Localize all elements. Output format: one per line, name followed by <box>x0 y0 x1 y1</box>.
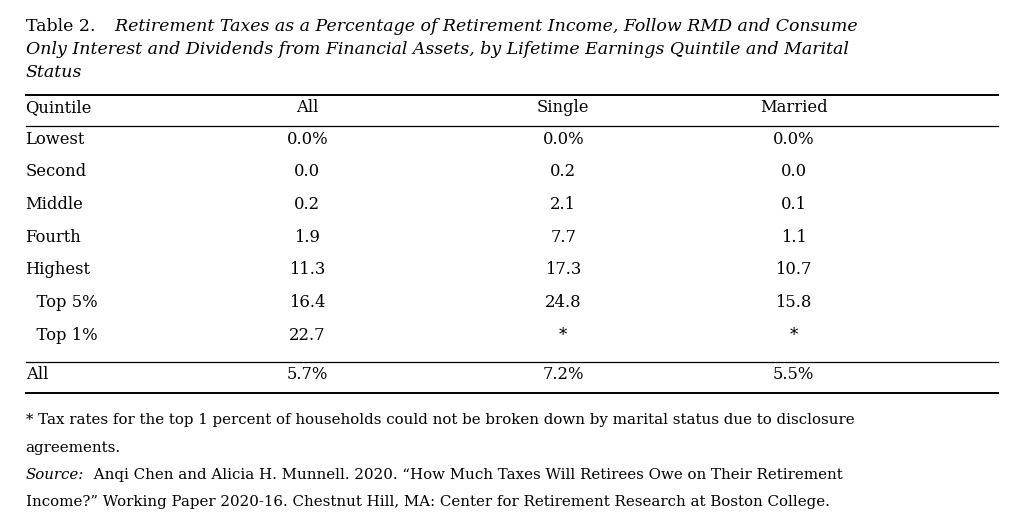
Text: 0.0: 0.0 <box>294 163 321 180</box>
Text: 0.0%: 0.0% <box>543 131 584 148</box>
Text: 7.7: 7.7 <box>550 229 577 246</box>
Text: *: * <box>559 327 567 344</box>
Text: Lowest: Lowest <box>26 131 85 148</box>
Text: Anqi Chen and Alicia H. Munnell. 2020. “How Much Taxes Will Retirees Owe on Thei: Anqi Chen and Alicia H. Munnell. 2020. “… <box>89 468 843 482</box>
Text: 0.0%: 0.0% <box>773 131 814 148</box>
Text: Table 2.: Table 2. <box>26 18 95 35</box>
Text: All: All <box>26 366 48 383</box>
Text: 7.2%: 7.2% <box>543 366 584 383</box>
Text: 0.2: 0.2 <box>550 163 577 180</box>
Text: 16.4: 16.4 <box>289 294 326 311</box>
Text: Retirement Taxes as a Percentage of Retirement Income, Follow RMD and Consume: Retirement Taxes as a Percentage of Reti… <box>104 18 858 35</box>
Text: 0.0%: 0.0% <box>287 131 328 148</box>
Text: 1.9: 1.9 <box>294 229 321 246</box>
Text: 0.2: 0.2 <box>294 196 321 213</box>
Text: Income?” Working Paper 2020-16. Chestnut Hill, MA: Center for Retirement Researc: Income?” Working Paper 2020-16. Chestnut… <box>26 495 829 510</box>
Text: Top 1%: Top 1% <box>26 327 97 344</box>
Text: Fourth: Fourth <box>26 229 81 246</box>
Text: 2.1: 2.1 <box>550 196 577 213</box>
Text: Source:: Source: <box>26 468 84 482</box>
Text: 11.3: 11.3 <box>289 261 326 278</box>
Text: Single: Single <box>537 99 590 116</box>
Text: Highest: Highest <box>26 261 90 278</box>
Text: 22.7: 22.7 <box>289 327 326 344</box>
Text: Only Interest and Dividends from Financial Assets, by Lifetime Earnings Quintile: Only Interest and Dividends from Financi… <box>26 41 849 58</box>
Text: 24.8: 24.8 <box>545 294 582 311</box>
Text: 17.3: 17.3 <box>545 261 582 278</box>
Text: *: * <box>790 327 798 344</box>
Text: 10.7: 10.7 <box>775 261 812 278</box>
Text: Top 5%: Top 5% <box>26 294 97 311</box>
Text: Second: Second <box>26 163 87 180</box>
Text: * Tax rates for the top 1 percent of households could not be broken down by mari: * Tax rates for the top 1 percent of hou… <box>26 413 854 427</box>
Text: agreements.: agreements. <box>26 441 121 455</box>
Text: 5.7%: 5.7% <box>287 366 328 383</box>
Text: Middle: Middle <box>26 196 84 213</box>
Text: Status: Status <box>26 64 82 81</box>
Text: 1.1: 1.1 <box>780 229 807 246</box>
Text: 0.1: 0.1 <box>780 196 807 213</box>
Text: Quintile: Quintile <box>26 99 92 116</box>
Text: 15.8: 15.8 <box>775 294 812 311</box>
Text: 5.5%: 5.5% <box>773 366 814 383</box>
Text: Married: Married <box>760 99 827 116</box>
Text: All: All <box>296 99 318 116</box>
Text: 0.0: 0.0 <box>780 163 807 180</box>
